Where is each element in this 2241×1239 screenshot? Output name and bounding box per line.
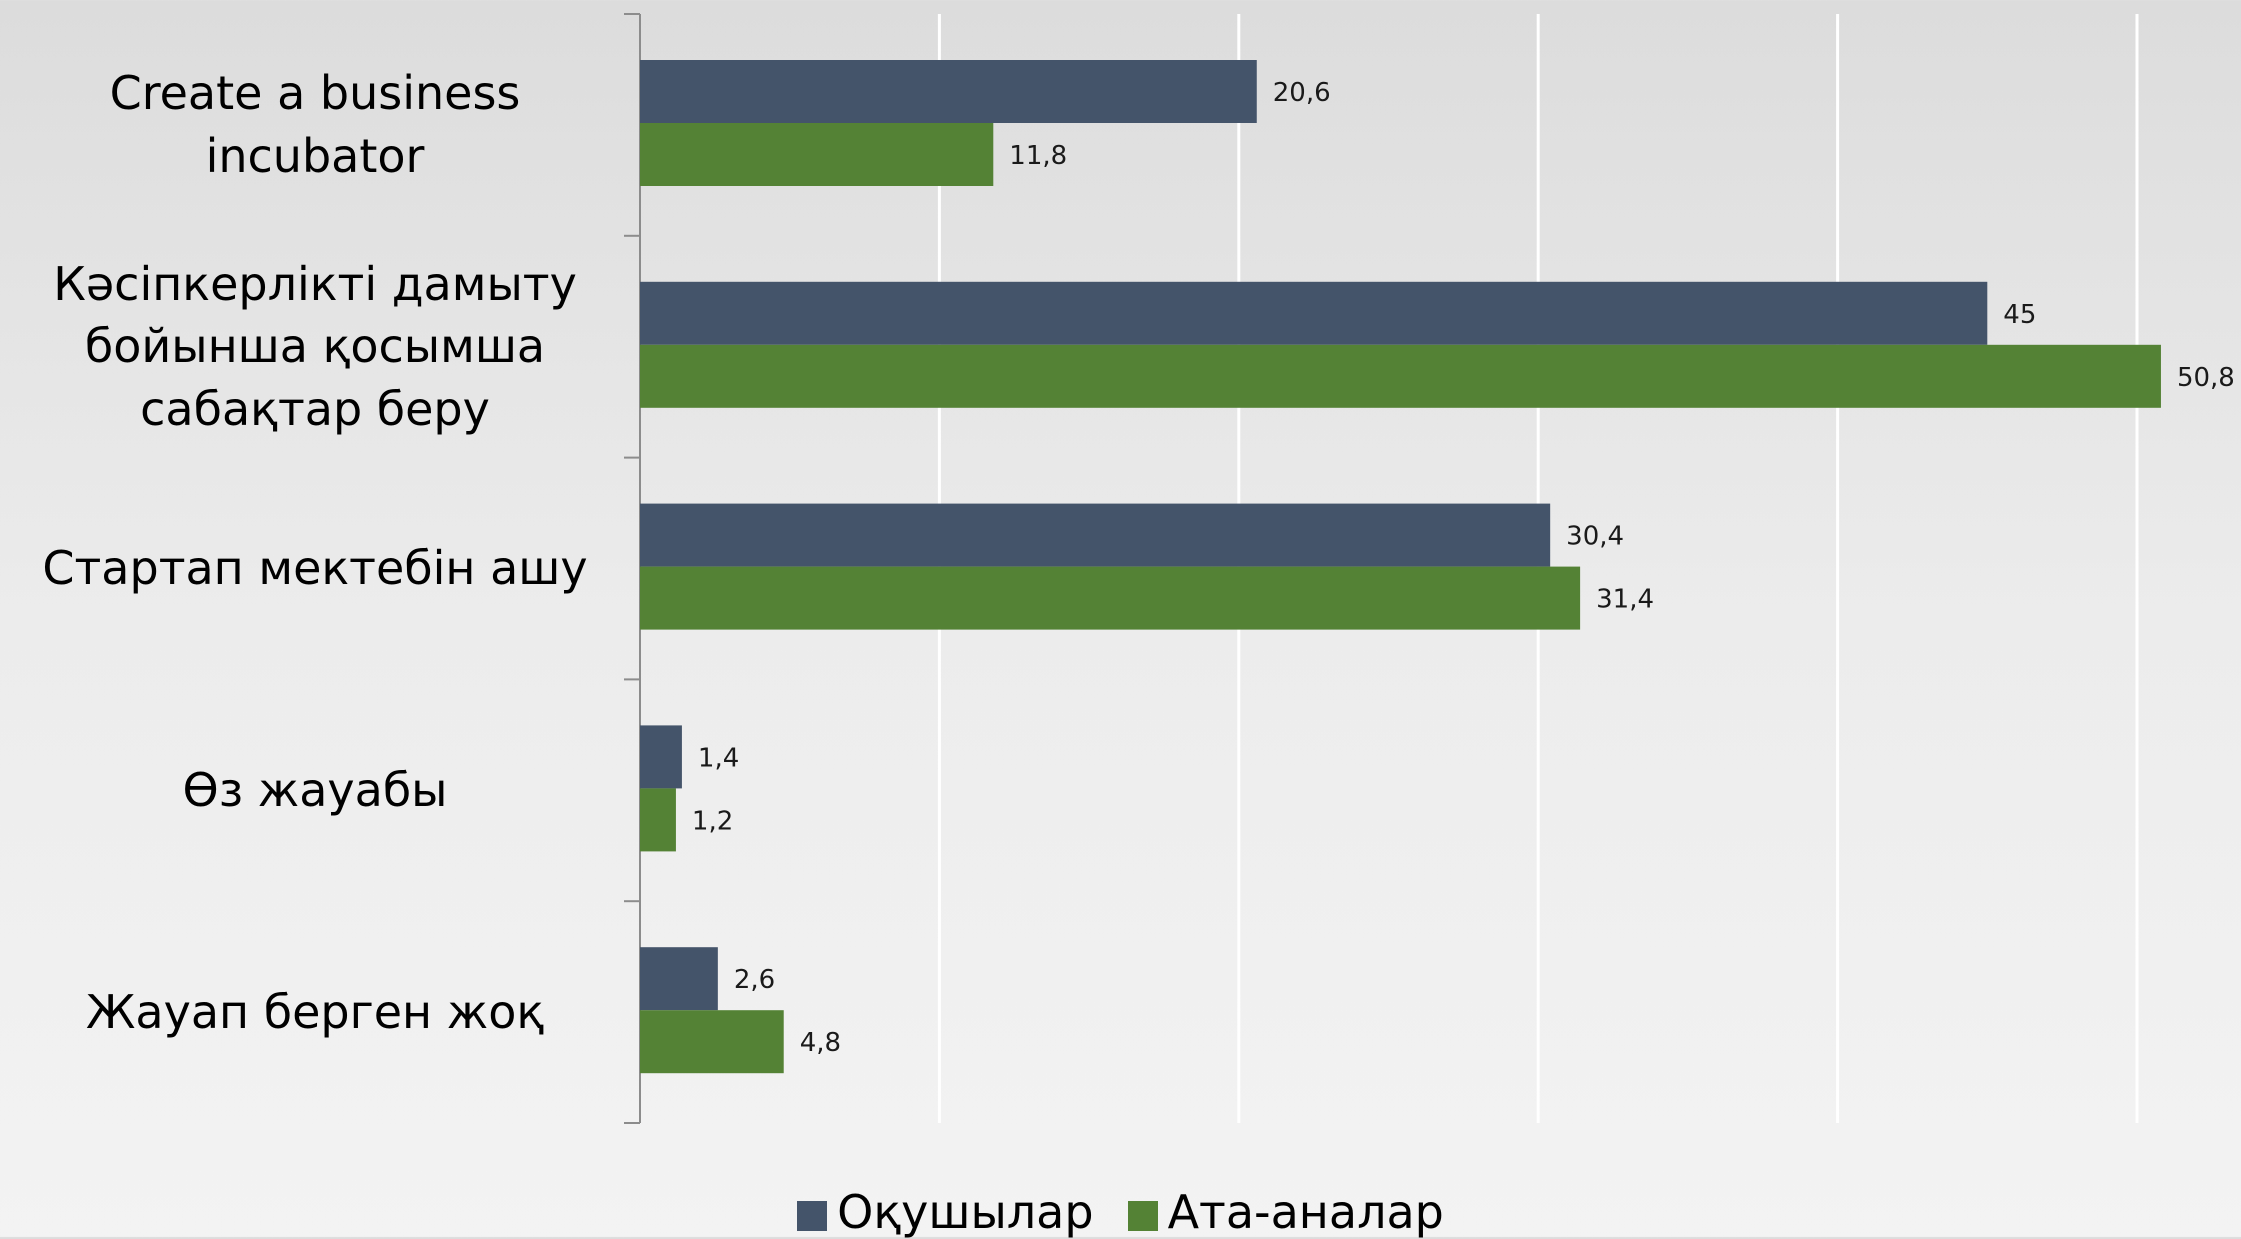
value-label: 2,6	[734, 965, 775, 995]
category-label: Өз жауабы	[182, 763, 448, 818]
legend-item: Оқушылар	[797, 1185, 1094, 1239]
legend-item: Ата-аналар	[1127, 1185, 1444, 1239]
bar	[640, 60, 1257, 123]
bar	[640, 947, 718, 1011]
value-label: 31,4	[1596, 585, 1654, 615]
bar	[640, 123, 994, 186]
bar	[640, 281, 1988, 345]
category-label: Жауап берген жоқ	[85, 984, 545, 1039]
legend-swatch	[1127, 1201, 1158, 1231]
value-label: 50,8	[2177, 363, 2235, 393]
category-label: Стартап мектебін ашу	[42, 541, 588, 596]
legend: Оқушылар Ата-аналар	[0, 1185, 2241, 1239]
bar	[640, 566, 1581, 630]
bar	[640, 788, 676, 852]
bar	[640, 344, 2161, 408]
category-label: Create a business incubator	[109, 66, 521, 183]
bar	[640, 725, 682, 789]
value-label: 30,4	[1566, 522, 1624, 552]
value-label: 45	[2003, 300, 2036, 330]
category-label: Кәсіпкерлікті дамыту бойынша қосымша саб…	[53, 256, 577, 436]
legend-label: Ата-аналар	[1167, 1185, 1444, 1239]
bar	[640, 503, 1551, 567]
value-label: 20,6	[1273, 78, 1331, 108]
bar	[640, 1010, 784, 1074]
value-label: 11,8	[1009, 141, 1067, 171]
legend-swatch	[797, 1201, 828, 1231]
value-label: 1,4	[698, 743, 739, 773]
value-label: 4,8	[800, 1028, 841, 1058]
value-label: 1,2	[692, 806, 733, 836]
legend-label: Оқушылар	[837, 1185, 1094, 1239]
